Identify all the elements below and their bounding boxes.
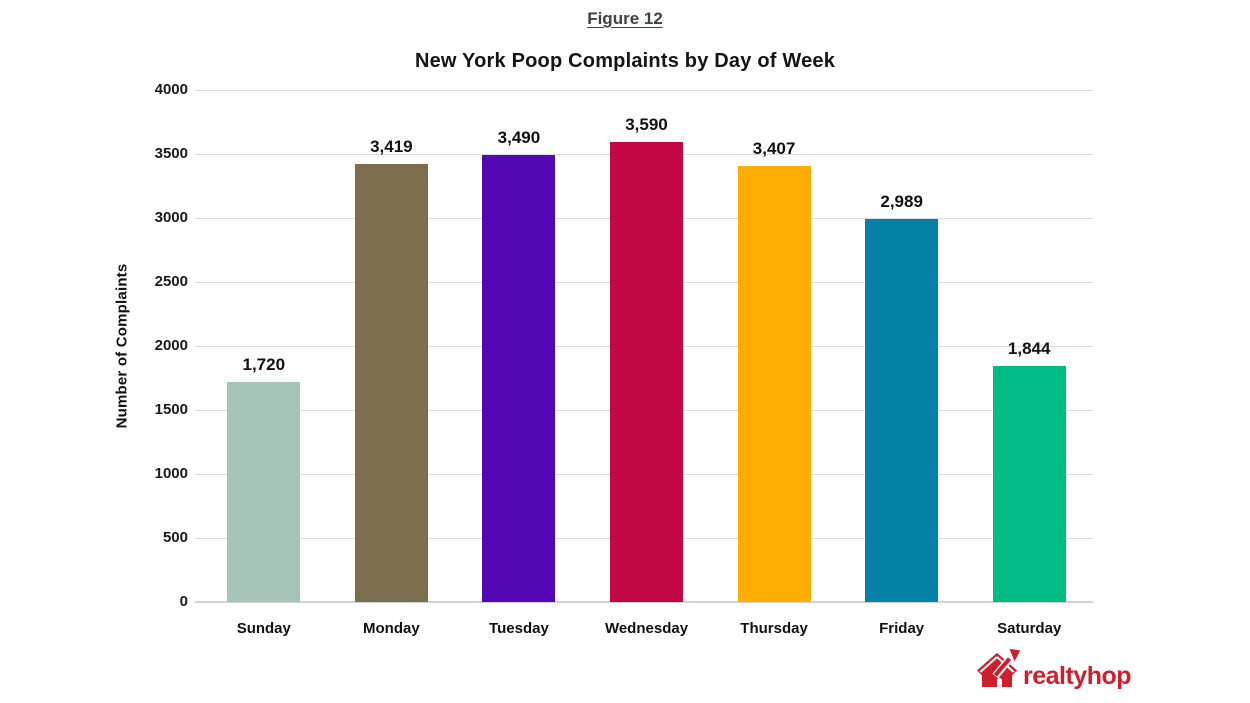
- y-tick-label-500: 500: [162, 529, 188, 546]
- bar-value-label-tuesday: 3,490: [497, 128, 541, 148]
- gridline-0: [195, 601, 1093, 603]
- y-tick-label-2000: 2000: [154, 337, 188, 354]
- chart-title: New York Poop Complaints by Day of Week: [414, 50, 836, 72]
- bar-chart-plot-area: [195, 89, 1093, 603]
- house-arrow-icon: [977, 648, 1021, 687]
- bar-value-label-wednesday: 3,590: [625, 115, 668, 135]
- x-tick-label-monday: Monday: [363, 620, 420, 637]
- figure-label: Figure 12: [0, 9, 1250, 29]
- gridline-4000: [195, 89, 1093, 91]
- bar-value-label-sunday: 1,720: [242, 354, 286, 374]
- x-tick-label-sunday: Sunday: [236, 620, 291, 637]
- bar-value-label-friday: 2,989: [880, 192, 923, 212]
- x-tick-label-tuesday: Tuesday: [489, 620, 549, 637]
- bar-thursday: [737, 165, 811, 602]
- y-tick-label-3500: 3500: [154, 145, 188, 162]
- x-tick-label-wednesday: Wednesday: [604, 620, 689, 637]
- bar-wednesday: [610, 142, 683, 602]
- y-tick-label-1000: 1000: [154, 465, 188, 482]
- realtyhop-logo: realtyhop: [972, 647, 1132, 692]
- y-tick-label-0: 0: [179, 593, 188, 610]
- x-tick-label-thursday: Thursday: [740, 620, 808, 637]
- bar-tuesday: [482, 155, 556, 602]
- logo-text: realtyhop: [1023, 662, 1132, 690]
- bar-saturday: [992, 365, 1066, 602]
- bar-value-label-thursday: 3,407: [752, 138, 796, 158]
- figure-label-text: Figure 12: [587, 9, 663, 28]
- x-tick-label-saturday: Saturday: [997, 620, 1062, 637]
- bar-friday: [865, 219, 939, 602]
- bar-value-label-saturday: 1,844: [1007, 338, 1051, 358]
- y-tick-label-1500: 1500: [154, 401, 188, 418]
- y-tick-label-3000: 3000: [154, 209, 188, 226]
- bar-monday: [354, 164, 428, 602]
- y-tick-label-4000: 4000: [154, 81, 188, 98]
- y-tick-label-2500: 2500: [154, 273, 188, 290]
- x-tick-label-friday: Friday: [879, 620, 925, 637]
- bar-value-label-monday: 3,419: [370, 137, 413, 157]
- bar-sunday: [227, 381, 301, 602]
